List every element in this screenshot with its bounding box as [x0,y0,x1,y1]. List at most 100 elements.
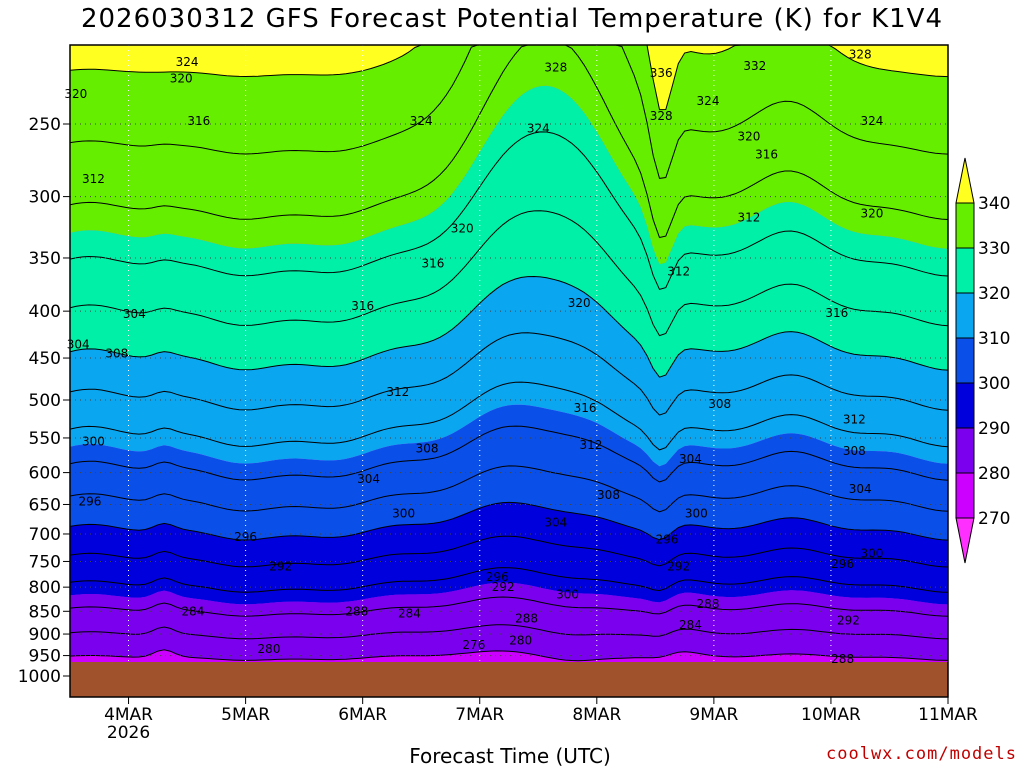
contour-label-320: 320 [64,87,87,101]
contour-label-328: 328 [544,61,567,75]
contour-label-288: 288 [515,611,538,625]
credit-link[interactable]: coolwx.com/models [826,744,1017,764]
x-tick-label-4MAR: 4MAR [104,705,153,725]
filled-band-280 [70,582,948,661]
x-tick-label-5MAR: 5MAR [221,705,270,725]
y-tick-label-800: 800 [29,578,61,598]
isentrope-284 [70,624,948,640]
x-tick-label-6MAR: 6MAR [338,705,387,725]
contour-label-312: 312 [386,385,409,399]
contour-label-324: 324 [176,55,199,69]
contour-label-320: 320 [860,206,883,220]
colorbar-label-340: 340 [978,194,1010,214]
contour-label-328: 328 [650,109,673,123]
terrain-surface [70,662,948,697]
x-tick-label-9MAR: 9MAR [689,705,738,725]
colorbar-label-270: 270 [978,509,1010,529]
isentrope-292 [70,567,948,593]
colorbar-segment-290 [955,382,975,429]
contour-label-320: 320 [170,71,193,85]
isentrope-280 [70,649,948,662]
contour-label-304: 304 [357,472,380,486]
y-tick-label-300: 300 [29,188,61,208]
colorbar-segment-320 [955,247,975,294]
contour-label-316: 316 [755,148,778,162]
x-axis-label: Forecast Time (UTC) [409,744,611,768]
isentrope-300 [70,501,948,541]
contour-label-304: 304 [679,452,702,466]
contour-label-324: 324 [697,94,720,108]
y-tick-label-600: 600 [29,464,61,484]
y-tick-label-450: 450 [29,349,61,369]
y-tick-label-500: 500 [29,391,61,411]
y-tick-label-900: 900 [29,625,61,645]
isentrope-320 [70,275,948,378]
contour-label-304: 304 [849,482,872,496]
contour-label-308: 308 [416,442,439,456]
contour-label-316: 316 [825,306,848,320]
contour-label-296: 296 [656,533,679,547]
isentrope-336 [70,45,948,179]
filled-band-310 [70,276,948,467]
isentrope-288 [70,596,948,617]
contour-label-328: 328 [849,48,872,62]
contour-label-288: 288 [831,652,854,666]
contour-label-312: 312 [579,438,602,452]
contour-label-276: 276 [462,638,485,652]
contour-label-296: 296 [486,570,509,584]
colorbar-label-330: 330 [978,239,1010,259]
isentrope-308 [70,425,948,483]
y-tick-label-700: 700 [29,525,61,545]
y-tick-label-350: 350 [29,249,61,269]
isentrope-304 [70,465,948,513]
contour-label-284: 284 [398,607,421,621]
contour-label-292: 292 [837,614,860,628]
colorbar-segment-300 [955,337,975,384]
y-axis: 250 300 350 400 450 500 550 600 650 700 750 800 850 9… [18,115,70,687]
y-tick-label-750: 750 [29,552,61,572]
contour-label-300: 300 [556,588,579,602]
plot-frame [69,44,949,698]
y-tick-label-950: 950 [29,647,61,667]
x-tick-label-8MAR: 8MAR [572,705,621,725]
colorbar-segment-330 [955,202,975,249]
filled-band-330 [70,45,948,265]
filled-band-290 [70,502,948,605]
contour-label-296: 296 [831,557,854,571]
contour-label-316: 316 [574,401,597,415]
x-tick-label-10MAR: 10MAR [801,705,861,725]
contour-label-316: 316 [421,257,444,271]
y-tick-label-250: 250 [29,115,61,135]
contour-label-320: 320 [738,130,761,144]
contour-label-292: 292 [492,580,515,594]
filled-band-320 [70,85,948,378]
isentrope-312 [70,381,948,451]
contour-label-300: 300 [392,507,415,521]
x-tick-label-11MAR: 11MAR [918,705,978,725]
contour-label-324: 324 [860,114,883,128]
contour-label-308: 308 [843,444,866,458]
contour-label-296: 296 [234,530,257,544]
colorbar-label-320: 320 [978,284,1010,304]
contour-label-312: 312 [82,172,105,186]
y-tick-label-1000: 1000 [18,667,61,687]
contour-label-288: 288 [345,604,368,618]
contour-label-288: 288 [697,597,720,611]
x-tick-sublabel: 2026 [107,723,150,743]
contour-label-304: 304 [67,338,90,352]
contour-label-324: 324 [527,122,550,136]
contour-label-332: 332 [743,59,766,73]
colorbar-over [955,157,975,204]
contour-label-308: 308 [105,347,128,361]
contour-label-316: 316 [187,114,210,128]
colorbar-label-280: 280 [978,464,1010,484]
colorbar-label-310: 310 [978,329,1010,349]
terrain [70,662,948,697]
colorbar-segment-280 [955,427,975,474]
contour-label-336: 336 [650,66,673,80]
colorbar: 270 280 290 300 310 320 330 340 [955,157,1010,564]
contour-label-304: 304 [123,307,146,321]
contour-label-324: 324 [410,114,433,128]
